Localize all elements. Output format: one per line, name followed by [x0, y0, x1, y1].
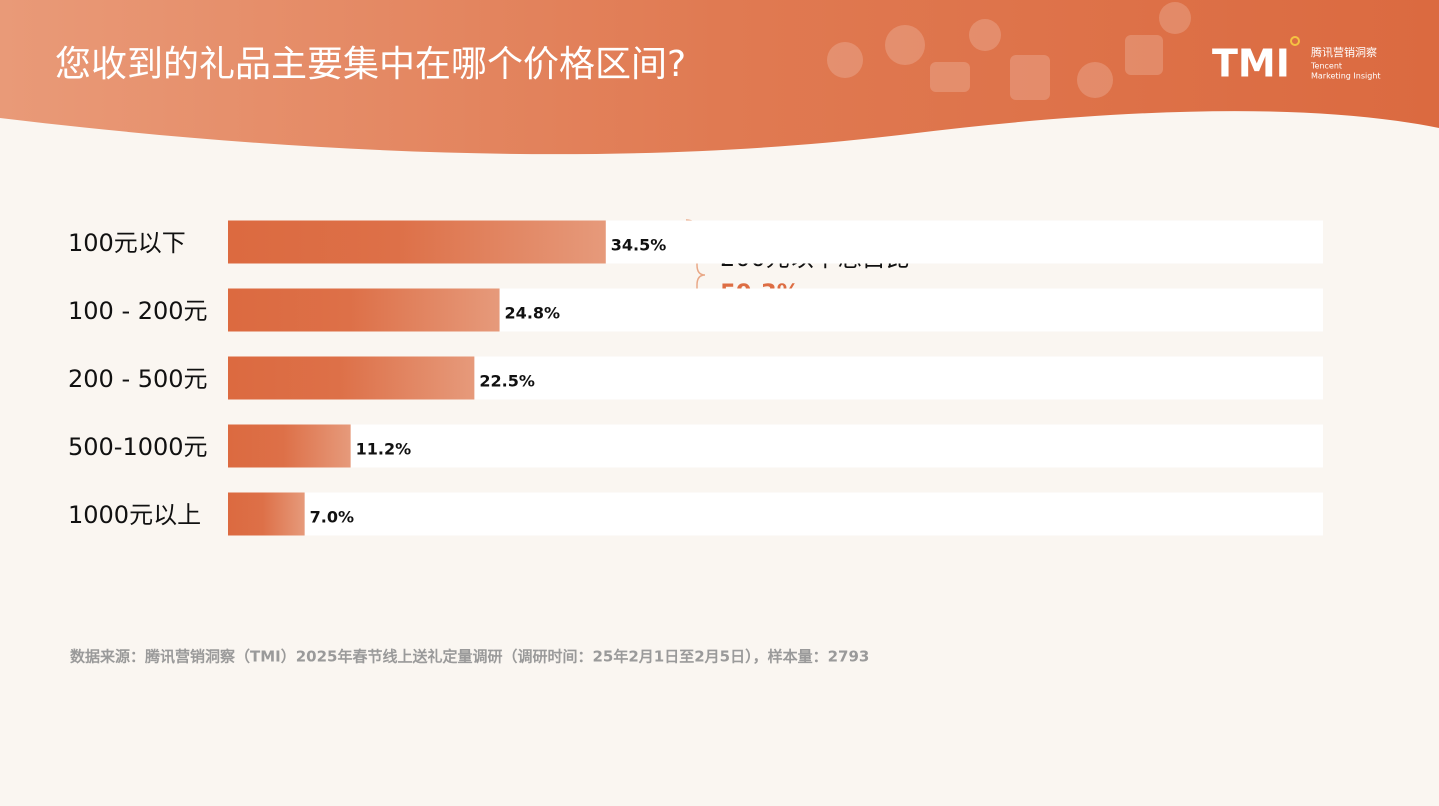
value-label: 34.5% [611, 236, 667, 255]
logo-name: 腾讯营销洞察 [1311, 45, 1377, 59]
category-label: 1000元以上 [68, 501, 201, 529]
value-label: 22.5% [479, 372, 535, 391]
category-label: 100元以下 [68, 229, 186, 257]
bar [228, 492, 305, 536]
bar [228, 424, 351, 468]
bar-track [228, 492, 1323, 536]
value-label: 7.0% [310, 508, 354, 527]
header-decoration [827, 2, 1191, 100]
value-label: 11.2% [356, 440, 412, 459]
header-band [0, 0, 1439, 155]
category-label: 100 - 200元 [68, 297, 208, 325]
chart-title: 您收到的礼品主要集中在哪个价格区间? [55, 44, 686, 85]
logo-mark: TMI [1212, 42, 1290, 86]
bar-track [228, 424, 1323, 468]
bar [228, 220, 606, 264]
value-label: 24.8% [505, 304, 561, 323]
bar [228, 288, 500, 332]
logo-line: Marketing Insight [1311, 72, 1381, 81]
bar [228, 356, 475, 400]
logo-dot [1290, 36, 1300, 46]
source-note: 数据来源：腾讯营销洞察（TMI）2025年春节线上送礼定量调研（调研时间：25年… [70, 648, 869, 666]
logo-line: Tencent [1310, 62, 1342, 71]
category-label: 500-1000元 [68, 433, 208, 461]
category-label: 200 - 500元 [68, 365, 208, 393]
